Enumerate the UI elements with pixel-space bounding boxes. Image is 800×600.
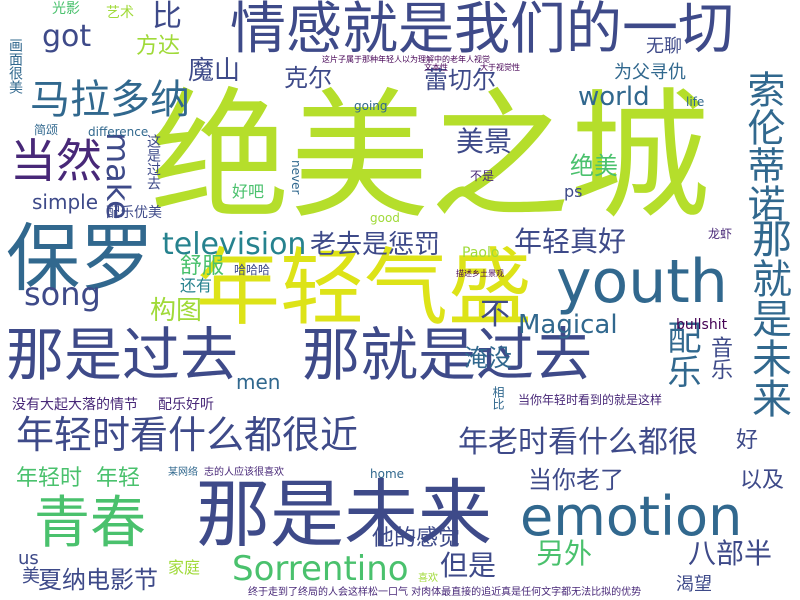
word: difference: [88, 125, 149, 139]
word: world: [578, 82, 650, 112]
word: 索伦蒂诺: [741, 70, 785, 222]
word: 渴望: [676, 574, 712, 595]
word: 当你老了: [528, 466, 624, 494]
word: youth: [556, 247, 728, 317]
word: 哈哈哈: [234, 263, 271, 277]
word: going: [354, 99, 388, 113]
word: 情感就是我们的一切: [230, 0, 734, 62]
word: 家庭: [168, 558, 201, 577]
word: Sorrentino: [232, 549, 409, 589]
word: 还有: [180, 276, 213, 295]
word: 那就是未来: [745, 218, 791, 418]
word: simple: [32, 190, 99, 214]
word: make: [99, 132, 137, 220]
word: 这是过去: [145, 134, 161, 190]
word: 配乐好听: [158, 397, 214, 413]
word: 比: [152, 0, 182, 34]
word: 美景: [456, 125, 513, 158]
word: 马拉多纳: [30, 77, 190, 123]
word: 终于走到了终局的人会这样松一口气 对肉体最直接的追近真是任何文字都无法比拟的优势: [248, 587, 642, 598]
word: 年轻: [96, 466, 141, 491]
word: never: [289, 160, 303, 195]
word: 某网络: [168, 467, 198, 478]
word: 好吧: [232, 182, 265, 201]
word: 克尔: [284, 64, 332, 92]
word: 绝美之城: [150, 76, 711, 239]
word: 另外: [536, 537, 593, 570]
word: 美: [22, 566, 40, 587]
word: 为父寻仇: [614, 62, 686, 83]
word: 音乐: [707, 336, 732, 380]
word: 当你年轻时看到的就是这样: [518, 393, 663, 407]
word: bullshit: [676, 317, 728, 333]
word: home: [370, 467, 405, 481]
word: 蕾切尔: [424, 66, 496, 94]
word: 青春: [34, 491, 146, 556]
word: 那是过去: [6, 321, 239, 389]
word: song: [24, 275, 101, 313]
word: 艺术: [106, 5, 134, 21]
word: life: [686, 95, 705, 109]
word: 夏纳电影节: [38, 566, 158, 594]
word: 方达: [136, 34, 181, 59]
word: 不是: [470, 169, 495, 183]
word: 魔山: [188, 56, 241, 86]
word: 老去是惩罚: [310, 230, 441, 260]
word: 好: [736, 428, 759, 453]
word: 那就是过去: [302, 321, 593, 389]
word: 没有大起大落的情节: [12, 397, 138, 413]
word: 描述乡土景观: [456, 269, 504, 278]
word: 淹没: [464, 344, 512, 372]
word: ps: [564, 182, 583, 201]
word: 当然: [10, 134, 102, 188]
word: 文本性: [424, 63, 448, 72]
word: 不: [480, 297, 510, 332]
word: 年老时看什么都很: [458, 425, 698, 460]
word: us: [18, 548, 39, 569]
word: 构图: [150, 296, 203, 326]
word: 但是: [440, 549, 497, 582]
word: 光影: [52, 1, 80, 17]
word: 无聊: [646, 36, 682, 57]
word: 简颂: [34, 123, 59, 137]
word: 年轻时: [16, 466, 83, 491]
word: 大于视觉性: [480, 63, 520, 72]
word: 绝美: [570, 152, 618, 180]
word: 舒服: [180, 254, 225, 279]
word: 以及: [740, 468, 785, 493]
word: Paolo: [462, 245, 500, 261]
word: 年轻时看什么都很近: [16, 413, 359, 457]
word: 画面很美: [7, 38, 23, 94]
word: emotion: [520, 485, 743, 548]
word: 这片子属于那种年轻人以为理解中的老年人视觉: [322, 55, 490, 64]
word: 相比: [491, 386, 505, 410]
word: 志的人应该很喜欢: [204, 467, 284, 478]
word: good: [370, 211, 400, 225]
word: 配乐优美: [106, 205, 162, 221]
word: television: [162, 227, 307, 262]
word: 配乐: [661, 320, 701, 388]
word: 年轻气盛: [196, 239, 533, 337]
word: 龙虾: [708, 227, 733, 241]
word: 那是未来: [196, 472, 492, 558]
word: 年轻真好: [514, 225, 627, 258]
word: 保罗: [6, 216, 154, 302]
word: men: [236, 370, 281, 394]
word: got: [42, 19, 92, 54]
word: Magical: [518, 310, 618, 340]
word: 喜欢: [418, 573, 438, 584]
word: 他的感觉: [372, 526, 461, 551]
word: 八部半: [688, 537, 773, 570]
